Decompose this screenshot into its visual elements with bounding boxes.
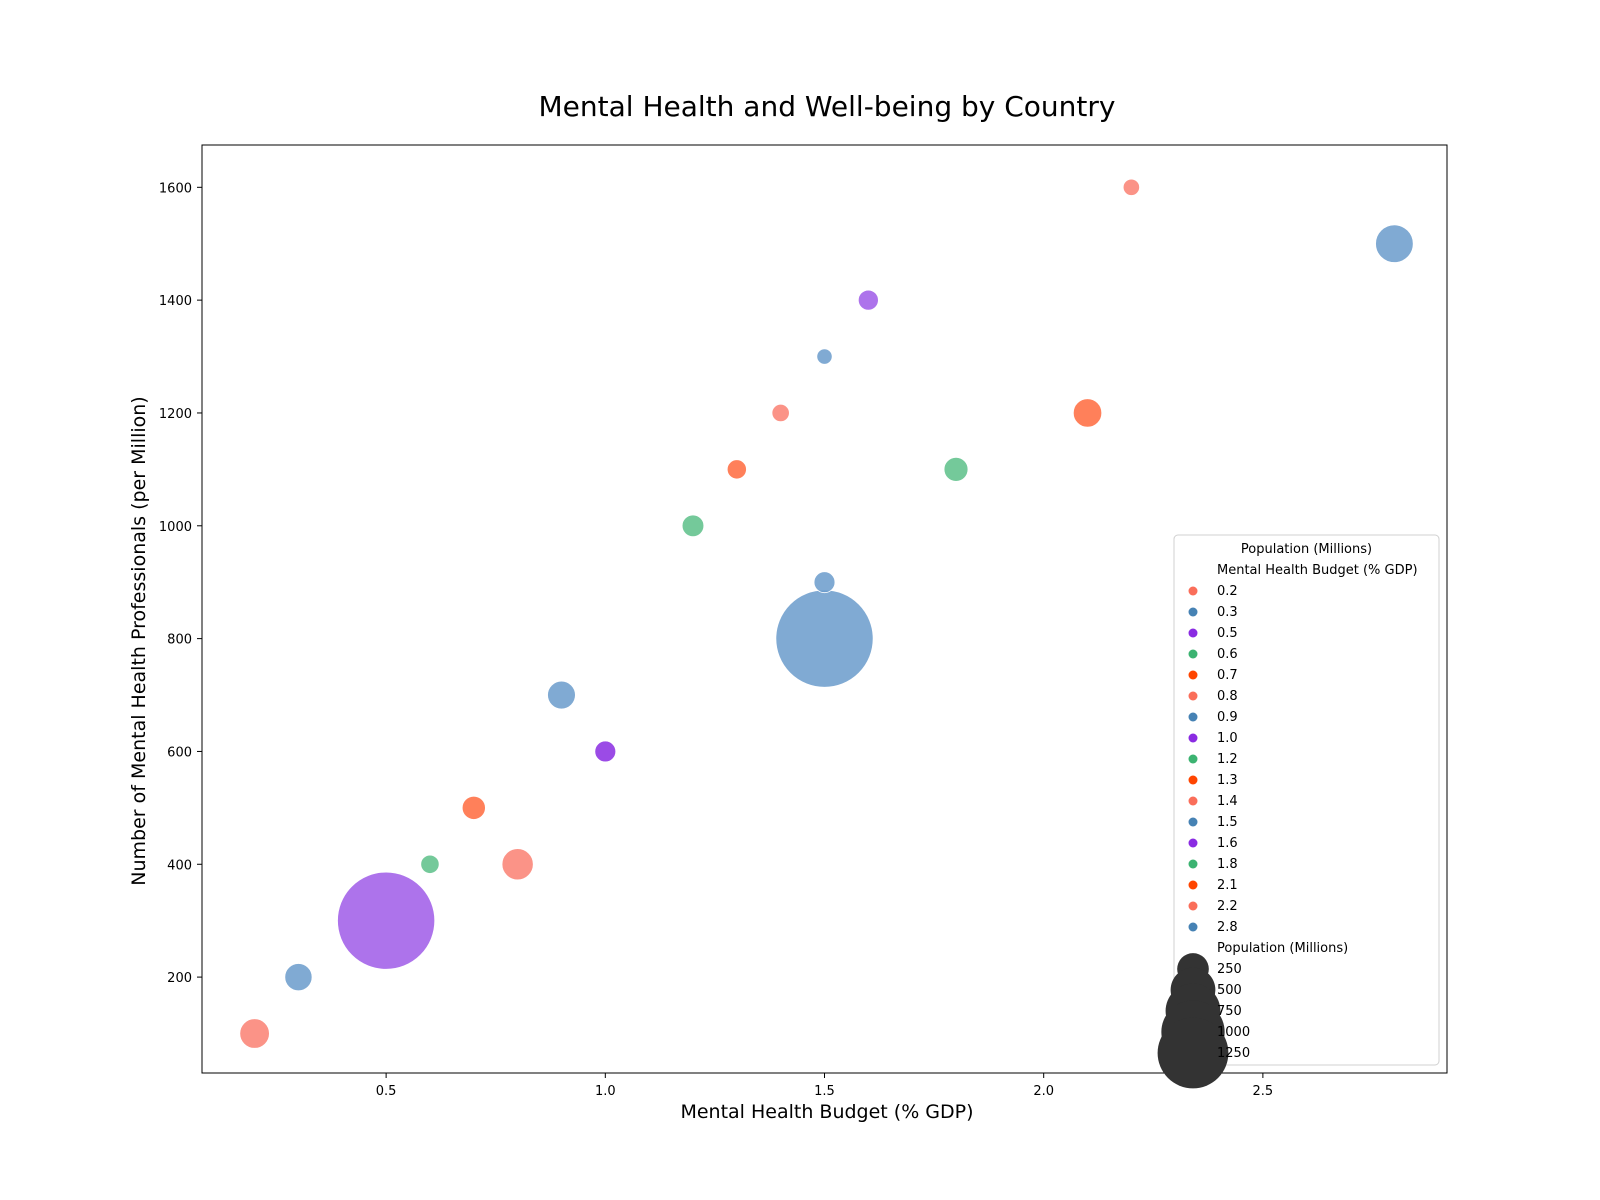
data-point [239, 1018, 270, 1049]
legend-marker [1188, 628, 1198, 638]
legend-marker [1188, 649, 1198, 659]
data-point [857, 289, 879, 311]
legend-size-label: 500 [1217, 983, 1242, 998]
legend-label: 2.2 [1217, 899, 1238, 914]
legend-marker [1188, 775, 1198, 785]
y-tick-label: 600 [167, 745, 192, 760]
legend-label: 1.0 [1217, 731, 1238, 746]
x-axis-label: Mental Health Budget (% GDP) [680, 1101, 973, 1123]
legend-marker [1188, 670, 1198, 680]
legend-marker [1188, 796, 1198, 806]
x-tick-label: 1.0 [595, 1084, 616, 1099]
data-point [1375, 224, 1414, 263]
y-tick-label: 1400 [159, 294, 192, 309]
data-point [284, 963, 313, 992]
legend-marker [1188, 586, 1198, 596]
data-point [943, 456, 969, 482]
legend-label: 2.8 [1217, 920, 1238, 935]
legend-marker [1188, 880, 1198, 890]
data-point [726, 459, 747, 480]
legend-marker [1188, 691, 1198, 701]
legend-marker [1188, 922, 1198, 932]
legend-size-title: Population (Millions) [1217, 941, 1348, 956]
legend-marker [1188, 712, 1198, 722]
legend-label: 0.6 [1217, 647, 1238, 662]
y-axis-label: Number of Mental Health Professionals (p… [128, 396, 150, 885]
y-axis-ticks: 200 400 600 800 1000 1200 1400 1600 [159, 181, 202, 986]
data-point [813, 571, 836, 594]
data-point [775, 589, 874, 688]
legend-hue-title: Mental Health Budget (% GDP) [1217, 563, 1418, 578]
legend-label: 0.9 [1217, 710, 1238, 725]
legend-label: 2.1 [1217, 878, 1238, 893]
legend-label: 0.8 [1217, 689, 1238, 704]
data-point [501, 848, 534, 881]
legend-marker [1188, 733, 1198, 743]
legend-label: 1.4 [1217, 794, 1238, 809]
legend: Population (Millions) Mental Health Budge… [1157, 534, 1440, 1089]
legend-marker [1188, 607, 1198, 617]
y-tick-label: 1000 [159, 520, 192, 535]
y-tick-label: 1600 [159, 181, 192, 196]
legend-label: 1.2 [1217, 752, 1238, 767]
y-tick-label: 200 [167, 971, 192, 986]
legend-size-marker [1157, 1017, 1229, 1089]
x-tick-label: 1.5 [814, 1084, 835, 1099]
legend-marker [1188, 754, 1198, 764]
legend-marker [1188, 838, 1198, 848]
data-point [594, 740, 617, 763]
legend-label: 1.3 [1217, 773, 1238, 788]
legend-title: Population (Millions) [1241, 542, 1372, 557]
legend-label: 0.3 [1217, 605, 1238, 620]
legend-size-label: 750 [1217, 1004, 1242, 1019]
data-point [1072, 398, 1103, 428]
data-point [547, 680, 576, 710]
x-tick-label: 0.5 [376, 1084, 397, 1099]
x-tick-label: 2.5 [1253, 1084, 1274, 1099]
y-tick-label: 400 [167, 858, 192, 873]
legend-label: 1.8 [1217, 857, 1238, 872]
legend-label: 1.6 [1217, 836, 1238, 851]
y-tick-label: 800 [167, 633, 192, 648]
x-axis-ticks: 0.5 1.0 1.5 2.0 2.5 [376, 1073, 1273, 1099]
data-point [420, 854, 440, 874]
data-point [681, 514, 705, 538]
data-point [816, 348, 833, 365]
data-point [337, 871, 436, 970]
data-points [239, 178, 1414, 1049]
chart-title: Mental Health and Well-being by Country [539, 90, 1116, 123]
data-point [461, 795, 486, 820]
legend-label: 0.7 [1217, 668, 1238, 683]
legend-marker [1188, 859, 1198, 869]
legend-label: 1.5 [1217, 815, 1238, 830]
legend-size-label: 1250 [1217, 1046, 1250, 1061]
legend-label: 0.2 [1217, 584, 1238, 599]
x-tick-label: 2.0 [1033, 1084, 1054, 1099]
legend-size-label: 250 [1217, 962, 1242, 977]
legend-label: 0.5 [1217, 626, 1238, 641]
data-point [771, 403, 790, 423]
legend-box [1173, 534, 1440, 1066]
legend-marker [1188, 901, 1198, 911]
data-point [1122, 178, 1140, 196]
legend-marker [1188, 817, 1198, 827]
legend-size-label: 1000 [1217, 1025, 1250, 1040]
y-tick-label: 1200 [159, 407, 192, 422]
